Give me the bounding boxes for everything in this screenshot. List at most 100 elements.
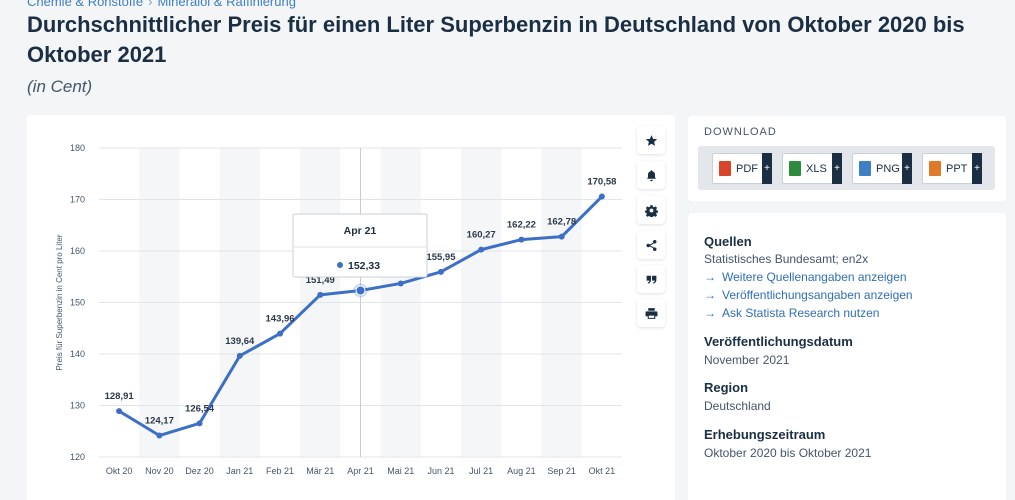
x-tick-label: Nov 20	[145, 466, 174, 476]
x-tick-label: Jul 21	[469, 466, 493, 476]
more-sources-link[interactable]: → Weitere Quellenangaben anzeigen	[704, 270, 907, 284]
x-tick-label: Jun 21	[427, 466, 454, 476]
arrow-right-icon: →	[704, 270, 716, 284]
y-tick-label: 180	[70, 143, 85, 153]
download-png-button[interactable]: PNG +	[852, 153, 912, 184]
data-label: 143,96	[266, 314, 295, 325]
y-tick-label: 130	[70, 401, 85, 411]
gear-icon[interactable]	[637, 196, 665, 224]
ask-research-label: Ask Statista Research nutzen	[722, 306, 880, 320]
arrow-right-icon: →	[704, 306, 716, 320]
print-icon[interactable]	[637, 299, 665, 327]
data-point	[317, 291, 324, 298]
publication-info-link[interactable]: → Veröffentlichungsangaben anzeigen	[704, 288, 913, 302]
ppt-file-icon	[929, 161, 941, 176]
plus-icon: +	[972, 153, 982, 184]
download-png-label: PNG	[876, 162, 900, 175]
data-label: 124,17	[145, 416, 174, 427]
sources-text: Statistisches Bundesamt; en2x	[704, 252, 869, 266]
x-tick-label: Sep 21	[547, 466, 576, 476]
ask-research-link[interactable]: → Ask Statista Research nutzen	[704, 306, 879, 320]
download-ppt-label: PPT	[946, 162, 968, 175]
tooltip-value: 152,33	[348, 260, 380, 272]
x-tick-label: Okt 21	[589, 466, 616, 476]
pubdate-text: November 2021	[704, 353, 790, 367]
xls-file-icon	[789, 161, 801, 176]
region-heading: Region	[704, 380, 749, 395]
data-point	[478, 246, 485, 253]
x-tick-label: Apr 21	[347, 466, 374, 476]
data-point	[355, 285, 366, 296]
x-tick-label: Jan 21	[226, 466, 253, 476]
y-axis-label: Preis für Superbenzin in Cent pro Liter	[55, 234, 64, 370]
data-point	[196, 420, 203, 427]
data-point	[437, 268, 444, 275]
y-tick-label: 120	[70, 452, 85, 462]
data-label: 170,58	[587, 177, 616, 188]
data-label: 139,64	[225, 336, 255, 347]
y-tick-label: 140	[70, 349, 85, 359]
data-point	[397, 280, 404, 287]
tooltip-box	[292, 213, 428, 278]
sources-heading: Quellen	[704, 234, 752, 249]
y-tick-label: 150	[70, 298, 85, 308]
download-xls-button[interactable]: XLS +	[782, 153, 842, 184]
data-label: 162,78	[547, 217, 576, 228]
region-text: Deutschland	[704, 399, 771, 413]
more-sources-label: Weitere Quellenangaben anzeigen	[722, 270, 907, 284]
period-heading: Erhebungszeitraum	[704, 427, 826, 442]
plus-icon: +	[762, 153, 772, 184]
y-tick-label: 160	[70, 246, 85, 256]
download-xls-label: XLS	[806, 162, 827, 175]
x-tick-label: Aug 21	[507, 466, 536, 476]
x-tick-label: Mai 21	[387, 466, 414, 476]
x-tick-label: Dez 20	[185, 466, 214, 476]
publication-info-label: Veröffentlichungsangaben anzeigen	[722, 288, 913, 302]
data-point	[518, 236, 525, 243]
pubdate-heading: Veröffentlichungsdatum	[704, 334, 853, 349]
breadcrumb-separator: ›	[148, 0, 153, 9]
chart-tooltip: Apr 21 152,33	[292, 213, 428, 278]
download-ppt-button[interactable]: PPT +	[922, 153, 982, 184]
page-title: Durchschnittlicher Preis für einen Liter…	[27, 12, 965, 67]
quote-icon[interactable]	[637, 265, 665, 293]
info-panel: Quellen Statistisches Bundesamt; en2x → W…	[688, 213, 1006, 500]
data-label: 151,49	[306, 275, 335, 286]
y-tick-label: 170	[70, 195, 85, 205]
data-label: 128,91	[105, 391, 135, 402]
line-chart[interactable]: 120 130 140 150 160 170 180 Preis für Superbenz…	[27, 115, 675, 500]
data-label: 160,27	[467, 230, 496, 241]
png-file-icon	[859, 161, 871, 176]
period-text: Oktober 2020 bis Oktober 2021	[704, 446, 872, 460]
x-tick-label: Mär 21	[306, 466, 334, 476]
breadcrumb-item-chemie[interactable]: Chemie & Rohstoffe	[27, 0, 144, 9]
download-pdf-button[interactable]: PDF +	[712, 153, 772, 184]
plus-icon: +	[902, 153, 912, 184]
share-icon[interactable]	[637, 231, 665, 259]
download-panel: DOWNLOAD PDF + XLS + PNG + PPT +	[688, 116, 1006, 201]
x-tick-label: Okt 20	[106, 466, 133, 476]
download-bar: PDF + XLS + PNG + PPT +	[698, 146, 995, 190]
data-point	[277, 330, 284, 337]
data-point	[116, 408, 123, 415]
x-tick-label: Feb 21	[266, 466, 294, 476]
download-title: DOWNLOAD	[704, 126, 777, 138]
star-icon[interactable]	[637, 126, 665, 154]
tooltip-series-marker	[337, 262, 343, 268]
bell-icon[interactable]	[637, 161, 665, 189]
plus-icon: +	[832, 153, 842, 184]
tooltip-category: Apr 21	[344, 225, 377, 237]
breadcrumb-item-mineraloel[interactable]: Mineralöl & Raffinierung	[157, 0, 296, 9]
arrow-right-icon: →	[704, 288, 716, 302]
data-label: 155,95	[426, 252, 456, 263]
page-subtitle: (in Cent)	[27, 77, 93, 96]
breadcrumb: Chemie & Rohstoffe › Mineralöl & Raffinier…	[27, 0, 296, 9]
download-pdf-label: PDF	[736, 162, 758, 175]
data-point	[156, 432, 163, 439]
data-point	[598, 193, 605, 200]
data-point	[236, 352, 243, 359]
data-label: 162,22	[507, 220, 536, 231]
pdf-file-icon	[719, 161, 731, 176]
chart-card: 120 130 140 150 160 170 180 Preis für Superbenz…	[27, 115, 675, 500]
data-point	[558, 233, 565, 240]
